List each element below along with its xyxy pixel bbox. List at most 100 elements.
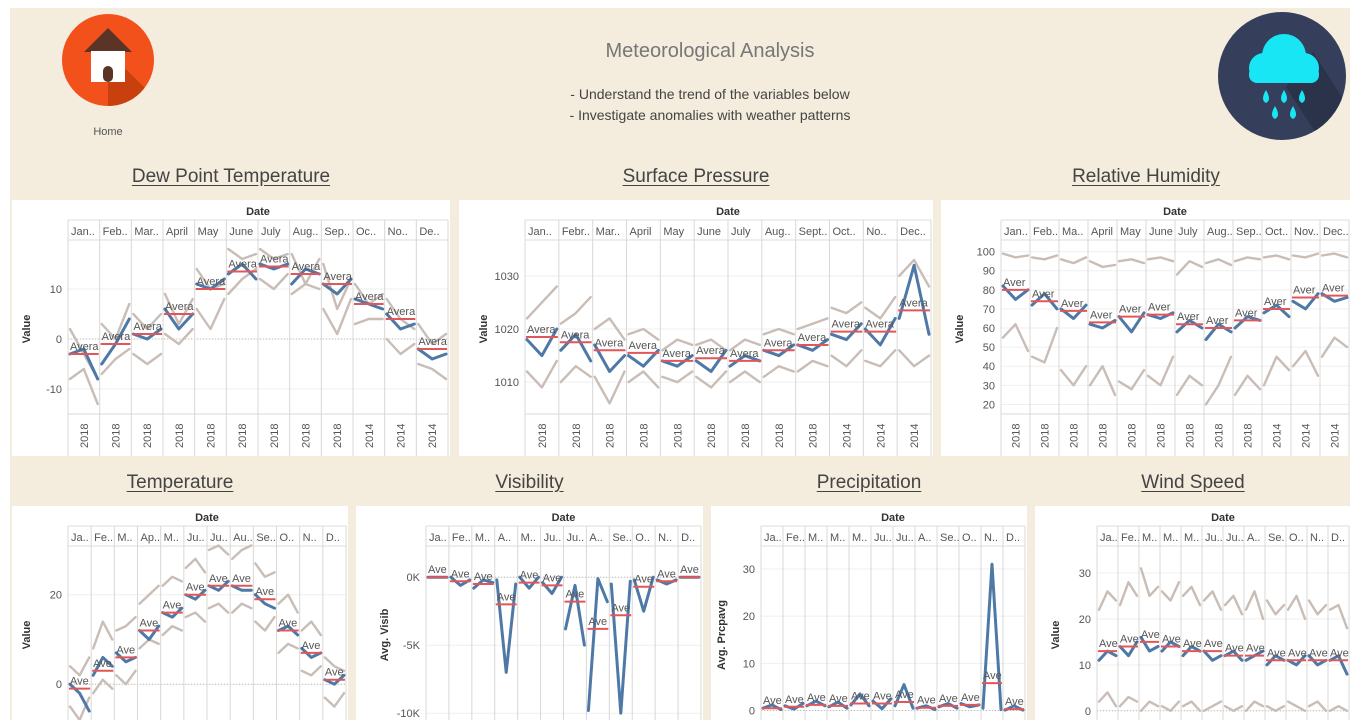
month-label: June xyxy=(229,226,253,238)
y-tick-label: 20 xyxy=(1079,614,1091,626)
home-label[interactable]: Home xyxy=(93,126,123,138)
chart-dew[interactable]: Date 10 0 -10 Value Jan.. 2018 Feb.. 2018 Mar.. 20… xyxy=(12,200,450,456)
month-label: Jan.. xyxy=(71,226,95,238)
month-label: Feb.. xyxy=(103,226,128,238)
series-line-lower xyxy=(1001,322,1030,353)
series-line-upper xyxy=(1088,260,1117,269)
average-label: Ave xyxy=(428,564,447,576)
y-axis-label: Value xyxy=(954,315,966,344)
date-header: Date xyxy=(716,206,740,218)
y-tick-label: 10 xyxy=(50,284,62,296)
average-label: Ave xyxy=(325,667,344,679)
series-line-actual xyxy=(300,646,323,659)
year-label: 2018 xyxy=(638,424,650,448)
year-label: 2018 xyxy=(142,424,154,448)
y-tick-label: 0 xyxy=(56,334,62,346)
year-label: 2014 xyxy=(841,424,853,448)
series-line-actual xyxy=(1202,649,1223,662)
chart-wind[interactable]: Date 30 20 10 0 Value Ja.. Fe.. M.. M.. M.. Ju.. Ju.… xyxy=(1035,506,1351,720)
month-label: Ju.. xyxy=(874,532,892,544)
chart-pressure[interactable]: Date 1030 1020 1010 Value Jan.. 2018 Febr.. 2018… xyxy=(459,200,933,456)
y-tick-label: 0 xyxy=(56,679,62,691)
month-label: N.. xyxy=(984,532,998,544)
series-line-upper xyxy=(1117,258,1146,265)
month-label: O.. xyxy=(280,532,295,544)
average-label: Ave xyxy=(1183,638,1202,650)
series-line-lower xyxy=(1160,700,1181,713)
series-line-actual xyxy=(253,593,276,610)
series-line-lower xyxy=(1307,700,1328,713)
average-label: Avera xyxy=(260,254,289,266)
month-label: No.. xyxy=(866,226,886,238)
month-label: Se.. xyxy=(256,532,276,544)
average-label: Ave xyxy=(279,618,298,630)
series-line-actual xyxy=(632,575,655,613)
series-line-lower xyxy=(207,602,230,614)
series-line-lower xyxy=(300,665,322,677)
average-label: Aver xyxy=(1235,307,1258,319)
series-line-actual xyxy=(728,354,762,368)
series-line-upper xyxy=(1291,252,1320,259)
y-tick-label: 30 xyxy=(743,564,755,576)
series-line-lower xyxy=(1320,336,1349,358)
average-label: Ave xyxy=(302,640,321,652)
month-label: O.. xyxy=(635,532,650,544)
average-label: Ave xyxy=(232,573,251,585)
series-line-actual xyxy=(762,343,796,358)
series-line-upper xyxy=(277,593,299,614)
month-label: Dec.. xyxy=(900,226,926,238)
average-label: Aver xyxy=(1003,277,1026,289)
year-label: 2018 xyxy=(301,424,313,448)
series-line-lower xyxy=(115,669,137,686)
average-label: Aver xyxy=(1119,304,1142,316)
rain-logo xyxy=(1218,12,1346,140)
year-label: 2018 xyxy=(537,424,549,448)
month-label: April xyxy=(630,226,652,238)
month-label: M.. xyxy=(1142,532,1157,544)
month-label: Sep.. xyxy=(1236,226,1262,238)
series-line-lower xyxy=(254,615,276,632)
series-line-actual xyxy=(593,343,626,373)
series-line-upper xyxy=(132,312,163,331)
series-line-actual xyxy=(1175,318,1204,334)
series-line-actual xyxy=(849,692,871,708)
series-line-upper xyxy=(525,285,559,320)
month-label: Sept.. xyxy=(799,226,828,238)
series-line-upper xyxy=(1262,254,1291,261)
series-line-actual xyxy=(207,579,230,592)
series-line-upper xyxy=(1097,590,1118,611)
series-line-lower xyxy=(694,370,728,389)
average-label: Ave xyxy=(1267,647,1286,659)
month-label: Ju.. xyxy=(544,532,562,544)
series-line-lower xyxy=(1059,364,1088,387)
average-label: Ave xyxy=(680,564,699,576)
chart-temp[interactable]: Date 20 0 Value Ja.. Fe.. M.. Ap.. M.. Ju.. Ju.. Au… xyxy=(12,506,348,720)
year-label: 2014 xyxy=(1301,424,1313,448)
average-label: Aver xyxy=(1264,296,1287,308)
average-label: Avera xyxy=(292,261,321,273)
month-label: June xyxy=(697,226,721,238)
series-line-upper xyxy=(417,322,448,346)
series-line-upper xyxy=(559,295,592,325)
chart-svg-pressure: Date 1030 1020 1010 Value Jan.. 2018 Febr.. 2018… xyxy=(478,206,932,456)
average-label: Ave xyxy=(566,589,585,601)
month-label: July xyxy=(261,226,281,238)
month-label: Jan.. xyxy=(1004,226,1028,238)
home-button[interactable] xyxy=(62,14,154,106)
chart-humidity[interactable]: Date 100 90 80 70 60 50 40 30 20 Value Jan.. 2018 Feb… xyxy=(941,200,1351,456)
month-label: De.. xyxy=(419,226,439,238)
series-line-lower xyxy=(627,370,660,389)
month-label: April xyxy=(1091,226,1113,238)
series-line-lower xyxy=(1262,355,1291,387)
y-axis-label: Value xyxy=(21,315,33,344)
series-line-actual xyxy=(131,327,163,341)
series-line-upper xyxy=(1160,580,1181,602)
year-label: 2018 xyxy=(571,424,583,448)
chart-vis[interactable]: Date 0K -5K -10K Avg. Visib Ja.. Fe.. M.. A.. M..… xyxy=(356,506,703,720)
series-line-upper xyxy=(728,338,761,352)
series-line-lower xyxy=(593,370,626,405)
average-label: Ave xyxy=(1005,696,1024,708)
month-label: Ja.. xyxy=(764,532,782,544)
chart-precip[interactable]: Date 30 20 10 0 Avg. Prcpavg Ja.. Fe.. M.. M.. M..… xyxy=(711,506,1027,720)
average-label: Avera xyxy=(527,324,556,336)
